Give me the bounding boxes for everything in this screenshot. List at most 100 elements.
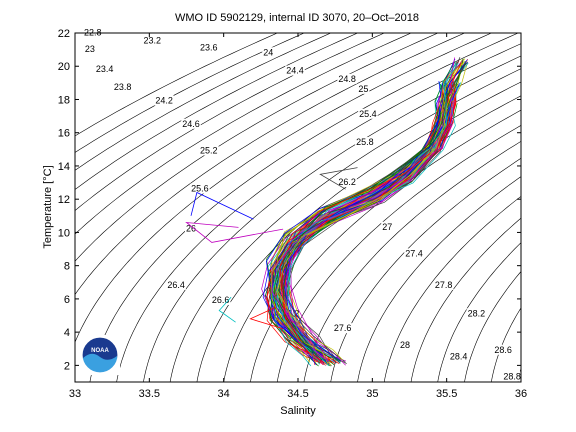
density-contour bbox=[357, 176, 521, 382]
x-tick-label: 34.5 bbox=[287, 388, 308, 400]
contour-label-background bbox=[112, 82, 133, 93]
density-contour bbox=[75, 33, 466, 296]
profile-lines bbox=[185, 57, 469, 367]
density-contour bbox=[437, 242, 521, 382]
contour-label-background bbox=[285, 65, 305, 76]
x-tick-label: 34 bbox=[218, 388, 230, 400]
contour-label-background bbox=[448, 351, 469, 362]
profile-outlier bbox=[185, 221, 284, 243]
contour-label-background bbox=[94, 63, 115, 74]
contour-label: 28 bbox=[400, 340, 410, 350]
profile-line bbox=[287, 104, 456, 367]
density-contour bbox=[250, 109, 521, 382]
y-tick-label: 22 bbox=[58, 28, 70, 40]
contour-label-background bbox=[493, 344, 513, 355]
contour-label: 25.4 bbox=[359, 109, 377, 119]
y-tick-label: 6 bbox=[64, 294, 70, 306]
noaa-logo: NOAA bbox=[80, 335, 120, 375]
contour-label: 27.8 bbox=[435, 280, 453, 290]
contour-label-background bbox=[358, 108, 378, 119]
contour-label: 28.6 bbox=[494, 345, 512, 355]
profile-outlier bbox=[249, 306, 284, 330]
contour-label-background bbox=[184, 223, 198, 234]
contour-label-background bbox=[199, 42, 219, 53]
contour-label-background bbox=[466, 308, 487, 319]
x-tick-label: 35.5 bbox=[436, 388, 457, 400]
profile-outlier bbox=[319, 167, 358, 190]
contour-label: 28.8 bbox=[503, 371, 521, 381]
contour-label-background bbox=[404, 248, 424, 259]
contour-label: 26.2 bbox=[338, 177, 356, 187]
density-contour bbox=[464, 271, 521, 382]
density-contour bbox=[383, 195, 521, 382]
x-tick-label: 36 bbox=[515, 388, 527, 400]
contour-label-background bbox=[142, 35, 163, 46]
x-axis-title: Salinity bbox=[280, 405, 316, 417]
contour-label: 24.8 bbox=[338, 74, 356, 84]
contour-label: 24 bbox=[263, 47, 273, 57]
contour-label: 24.4 bbox=[286, 66, 304, 76]
profile-outlier bbox=[190, 191, 254, 220]
chart-title: WMO ID 5902129, internal ID 3070, 20–Oct… bbox=[175, 12, 419, 24]
contour-label: 23.2 bbox=[144, 36, 162, 46]
profile-line bbox=[276, 84, 457, 360]
logo-wave bbox=[83, 353, 117, 374]
contour-label: 27 bbox=[382, 222, 392, 232]
contour-label: 23.8 bbox=[114, 82, 132, 92]
density-contour bbox=[303, 140, 521, 382]
contour-label-background bbox=[199, 145, 219, 156]
x-tick-label: 33 bbox=[69, 388, 81, 400]
y-tick-label: 10 bbox=[58, 227, 70, 239]
logo-inner-circle bbox=[81, 336, 119, 374]
density-contour bbox=[75, 33, 359, 190]
y-tick-label: 8 bbox=[64, 261, 70, 273]
contour-label: 24.6 bbox=[182, 119, 200, 129]
contour-label: 23.4 bbox=[96, 64, 114, 74]
density-contour bbox=[490, 307, 521, 382]
profile-line bbox=[273, 58, 464, 359]
contour-label-background bbox=[210, 294, 231, 305]
contour-label-background bbox=[355, 137, 375, 148]
contour-label: 28.2 bbox=[468, 308, 486, 318]
x-axis: 33 33.5 34 34.5 35 35.5 36 bbox=[69, 33, 527, 400]
y-tick-label: 16 bbox=[58, 128, 70, 140]
density-contour bbox=[75, 33, 493, 343]
profile-line bbox=[282, 102, 447, 363]
x-tick-label: 35 bbox=[366, 388, 378, 400]
contour-label-background bbox=[154, 95, 174, 106]
contour-label: 28.4 bbox=[450, 351, 468, 361]
density-contour bbox=[75, 33, 279, 137]
contour-label-background bbox=[337, 73, 357, 84]
contour-label-background bbox=[502, 371, 522, 382]
y-axis-title: Temperature [°C] bbox=[42, 165, 54, 248]
y-tick-label: 14 bbox=[58, 161, 70, 173]
density-contour bbox=[75, 33, 412, 235]
profile-line bbox=[271, 126, 444, 362]
y-tick-label: 12 bbox=[58, 194, 70, 206]
density-contour-labels: 22.8 23 23.2 23.4 23.6 23.8 24 24.2 24.4 24.6 24.8… bbox=[83, 27, 522, 382]
y-tick-label: 20 bbox=[58, 61, 70, 73]
profile-line bbox=[282, 103, 450, 363]
contour-label: 24.2 bbox=[155, 95, 173, 105]
density-contour bbox=[75, 33, 305, 153]
x-tick-label: 33.5 bbox=[139, 388, 160, 400]
density-contour bbox=[196, 81, 521, 382]
contour-label: 26.6 bbox=[212, 295, 230, 305]
contour-label: 22.8 bbox=[84, 27, 102, 37]
contour-label-background bbox=[181, 118, 201, 129]
density-contour bbox=[143, 55, 521, 382]
density-contour bbox=[89, 33, 519, 382]
contour-label-background bbox=[262, 47, 275, 58]
contour-label: 27.6 bbox=[334, 323, 352, 333]
contour-label: 23.6 bbox=[200, 42, 218, 52]
contour-label: 25.2 bbox=[200, 145, 218, 155]
density-contour bbox=[75, 33, 332, 171]
profile-outlier bbox=[218, 296, 236, 323]
profile-line bbox=[283, 83, 460, 361]
density-contour bbox=[75, 33, 386, 211]
logo-text: NOAA bbox=[91, 348, 109, 354]
contour-label-background bbox=[83, 43, 96, 54]
y-tick-label: 18 bbox=[58, 94, 70, 106]
contour-label-background bbox=[398, 339, 412, 350]
